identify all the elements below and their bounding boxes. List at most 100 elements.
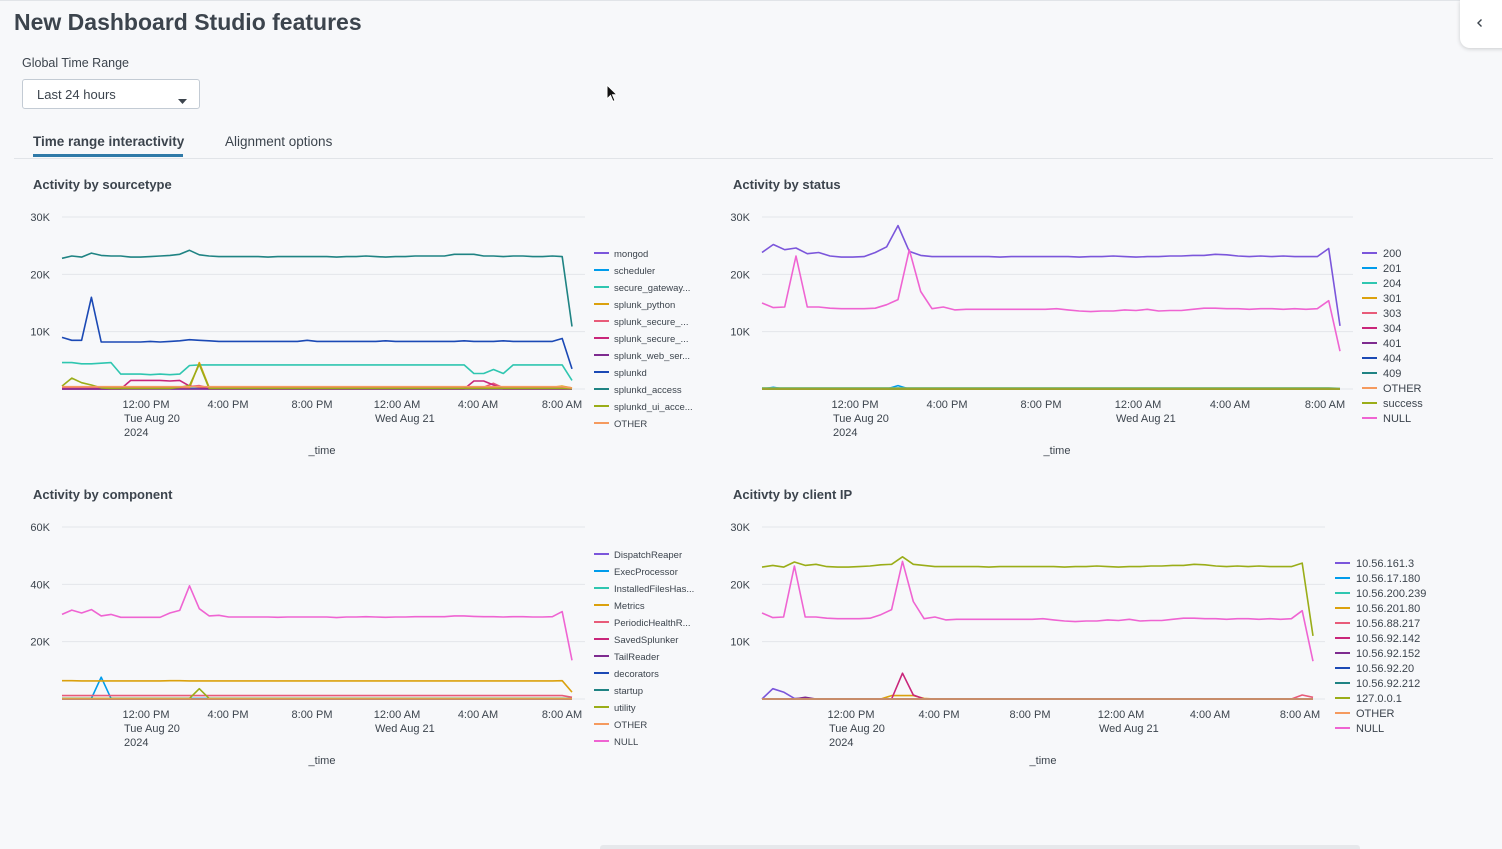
- legend-entry[interactable]: splunkd_access: [614, 385, 682, 396]
- y-tick-label: 20K: [30, 269, 50, 281]
- legend-entry[interactable]: 10.56.201.80: [1356, 603, 1420, 615]
- series-line[interactable]: [61, 585, 573, 661]
- time-range-value: Last 24 hours: [37, 87, 116, 102]
- series-line[interactable]: [762, 672, 1313, 700]
- bottom-edge: [600, 845, 1360, 849]
- x-tick-label: 8:00 AM: [1305, 399, 1345, 411]
- y-tick-label: 30K: [730, 522, 750, 534]
- series-line[interactable]: [62, 679, 573, 693]
- x-axis-label: _time: [1043, 445, 1071, 457]
- panel-title-component: Activity by component: [33, 487, 173, 502]
- legend-entry[interactable]: 200: [1383, 248, 1401, 260]
- legend-entry[interactable]: DispatchReaper: [614, 550, 682, 561]
- x-tick-label: 4:00 AM: [1210, 399, 1250, 411]
- x-axis-label: _time: [308, 755, 336, 767]
- legend-entry[interactable]: 304: [1383, 323, 1401, 335]
- legend-entry[interactable]: mongod: [614, 249, 648, 260]
- y-tick-label: 10K: [730, 327, 750, 339]
- legend-entry[interactable]: splunkd_ui_acce...: [614, 402, 693, 413]
- y-tick-label: 20K: [730, 579, 750, 591]
- legend-entry[interactable]: NULL: [1383, 413, 1411, 425]
- legend-entry[interactable]: startup: [614, 686, 643, 697]
- x-tick-label: 8:00 PM: [292, 399, 333, 411]
- panel-title-status: Activity by status: [733, 177, 841, 192]
- legend-entry[interactable]: splunkd: [614, 368, 647, 379]
- legend-entry[interactable]: 404: [1383, 353, 1401, 365]
- global-time-range-label: Global Time Range: [22, 56, 130, 70]
- legend-entry[interactable]: 10.56.161.3: [1356, 558, 1414, 570]
- legend-entry[interactable]: 401: [1383, 338, 1401, 350]
- series-line[interactable]: [61, 363, 573, 390]
- x-tick-label: 8:00 PM: [1010, 709, 1051, 721]
- legend-entry[interactable]: splunk_secure_...: [614, 334, 688, 345]
- panel-title-client-ip: Acitivty by client IP: [733, 487, 853, 502]
- panel-title-sourcetype: Activity by sourcetype: [33, 177, 172, 192]
- legend-entry[interactable]: 10.56.92.152: [1356, 648, 1420, 660]
- legend-entry[interactable]: 303: [1383, 308, 1401, 320]
- x-tick-label: 4:00 AM: [458, 399, 498, 411]
- x-tick-label: 12:00 AM Wed Aug 21: [1098, 709, 1159, 735]
- legend-entry[interactable]: NULL: [614, 737, 638, 748]
- legend-entry[interactable]: 10.56.88.217: [1356, 618, 1420, 630]
- legend-entry[interactable]: 10.56.92.212: [1356, 678, 1420, 690]
- legend-entry[interactable]: 201: [1383, 263, 1401, 275]
- y-tick-label: 10K: [730, 637, 750, 649]
- legend-entry[interactable]: Metrics: [614, 601, 645, 612]
- chart-activity-by-sourcetype[interactable]: 30K 20K 10K 12:00 PM Tue Aug 20 2024 4:00 PM 8:…: [0, 200, 730, 470]
- x-tick-label: 12:00 AM Wed Aug 21: [374, 399, 435, 425]
- chart-activity-by-component[interactable]: 60K 40K 20K 12:00 PM Tue Aug 20 2024 4:00 PM 8:…: [0, 510, 730, 780]
- legend-entry[interactable]: 127.0.0.1: [1356, 693, 1402, 705]
- global-time-range-dropdown[interactable]: Last 24 hours: [22, 79, 200, 109]
- legend-entry[interactable]: TailReader: [614, 652, 659, 663]
- series-line[interactable]: [761, 224, 1341, 327]
- legend-entry[interactable]: success: [1383, 398, 1423, 410]
- x-tick-label: 8:00 PM: [1021, 399, 1062, 411]
- series-line[interactable]: [61, 296, 573, 370]
- legend-entry[interactable]: 10.56.92.20: [1356, 663, 1414, 675]
- legend-entry[interactable]: splunk_web_ser...: [614, 351, 690, 362]
- legend-entry[interactable]: utility: [614, 703, 636, 714]
- legend-entry[interactable]: OTHER: [1356, 708, 1395, 720]
- legend-entry[interactable]: OTHER: [614, 720, 647, 731]
- mouse-cursor: [606, 83, 619, 108]
- legend-entry[interactable]: ExecProcessor: [614, 567, 678, 578]
- legend-entry[interactable]: InstalledFilesHas...: [614, 584, 694, 595]
- legend-entry[interactable]: NULL: [1356, 723, 1384, 735]
- y-tick-label: 60K: [30, 522, 50, 534]
- series-line[interactable]: [761, 687, 1313, 700]
- tab-bar: Time range interactivity Alignment optio…: [14, 128, 1493, 159]
- legend-entry[interactable]: 409: [1383, 368, 1401, 380]
- x-tick-label: 4:00 PM: [208, 399, 249, 411]
- series-line[interactable]: [61, 249, 573, 327]
- top-border: [0, 0, 1502, 1]
- series-line[interactable]: [62, 687, 573, 700]
- legend-entry[interactable]: scheduler: [614, 266, 655, 277]
- y-tick-label: 30K: [730, 212, 750, 224]
- legend-entry[interactable]: decorators: [614, 669, 659, 680]
- series-line[interactable]: [761, 560, 1314, 662]
- collapse-panel-button[interactable]: [1460, 0, 1502, 48]
- legend-entry[interactable]: PeriodicHealthR...: [614, 618, 691, 629]
- legend-entry[interactable]: splunk_python: [614, 300, 675, 311]
- legend-entry[interactable]: 10.56.17.180: [1356, 573, 1420, 585]
- series-line[interactable]: [761, 555, 1314, 637]
- series-line[interactable]: [62, 361, 573, 381]
- legend-entry[interactable]: 204: [1383, 278, 1401, 290]
- legend-entry[interactable]: 301: [1383, 293, 1401, 305]
- x-axis-label: _time: [308, 445, 336, 457]
- series-line[interactable]: [62, 385, 573, 389]
- tab-time-range-interactivity[interactable]: Time range interactivity: [33, 134, 185, 149]
- series-line[interactable]: [62, 694, 573, 699]
- series-line[interactable]: [761, 248, 1341, 352]
- legend-entry[interactable]: SavedSplunker: [614, 635, 678, 646]
- legend-entry[interactable]: splunk_secure_...: [614, 317, 688, 328]
- x-tick-label: 12:00 AM Wed Aug 21: [1115, 399, 1176, 425]
- chart-activity-by-status[interactable]: 30K 20K 10K 12:00 PM Tue Aug 20 2024 4:00 PM 8:…: [700, 200, 1480, 470]
- chart-activity-by-client-ip[interactable]: 30K 20K 10K 12:00 PM Tue Aug 20 2024 4:00 PM 8:…: [700, 510, 1480, 780]
- legend-entry[interactable]: 10.56.200.239: [1356, 588, 1426, 600]
- tab-alignment-options[interactable]: Alignment options: [225, 134, 333, 149]
- legend-entry[interactable]: OTHER: [614, 419, 647, 430]
- legend-entry[interactable]: 10.56.92.142: [1356, 633, 1420, 645]
- legend-entry[interactable]: secure_gateway...: [614, 283, 690, 294]
- legend-entry[interactable]: OTHER: [1383, 383, 1422, 395]
